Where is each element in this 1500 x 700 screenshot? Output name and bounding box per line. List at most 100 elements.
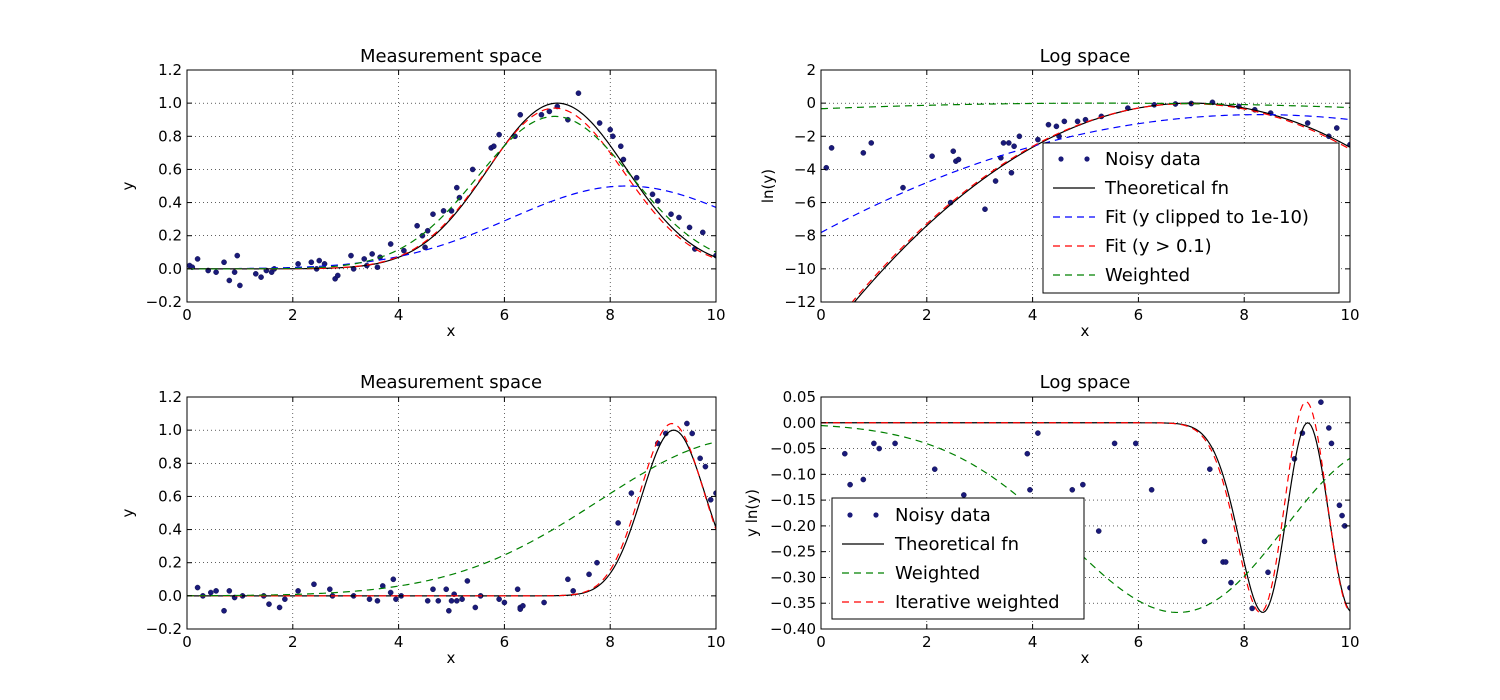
y-tick-label: 0.05	[783, 388, 816, 406]
panel-bottom-right-title: Log space	[1040, 372, 1131, 393]
data-point	[1053, 123, 1060, 130]
data-point	[892, 440, 898, 447]
legend-frame	[831, 497, 1085, 620]
data-point	[258, 274, 264, 280]
data-point	[453, 598, 460, 604]
data-point	[586, 571, 592, 578]
y-tick-label: −0.30	[770, 568, 816, 586]
legend-label: Fit (y > 0.1)	[1105, 236, 1212, 257]
data-point	[1008, 169, 1015, 176]
x-tick-label: 8	[605, 633, 615, 651]
data-point	[594, 559, 600, 566]
data-point	[1061, 118, 1068, 125]
y-tick-label: 2	[806, 61, 816, 79]
data-point	[226, 588, 233, 594]
x-tick-label: 10	[1340, 633, 1359, 651]
y-tick-label: 0.0	[158, 587, 182, 605]
data-point	[828, 145, 835, 151]
data-point	[361, 256, 368, 262]
series-line	[851, 103, 1350, 302]
data-point	[213, 269, 219, 275]
legend-label: Fit (y clipped to 1e-10)	[1105, 207, 1309, 228]
data-point	[713, 490, 716, 496]
data-point	[453, 184, 460, 191]
x-tick-label: 10	[706, 633, 725, 651]
data-point	[1111, 440, 1118, 447]
data-point	[1045, 121, 1052, 128]
data-point	[686, 224, 693, 231]
data-point	[1265, 569, 1271, 576]
axes-frame	[186, 69, 717, 303]
panel-top-left-title: Measurement space	[360, 46, 542, 67]
data-point	[1035, 136, 1041, 143]
data-point	[276, 604, 283, 611]
x-tick-label: 2	[288, 306, 298, 324]
x-tick-label: 0	[182, 633, 192, 651]
data-point	[1326, 425, 1332, 431]
data-point	[472, 604, 479, 611]
legend-label: Noisy data	[895, 505, 991, 526]
x-tick-label: 4	[1028, 633, 1038, 651]
data-point	[1328, 440, 1335, 447]
x-tick-label: 0	[182, 306, 192, 324]
y-tick-label: 0.8	[158, 127, 182, 145]
data-point	[221, 259, 227, 266]
data-point	[1024, 450, 1031, 457]
series-line	[187, 441, 716, 597]
data-point	[226, 277, 233, 284]
data-point	[628, 490, 635, 496]
data-point	[422, 244, 428, 251]
panel-bottom-right-legend: Noisy data Theoretical fn Weighted Itera…	[831, 497, 1085, 620]
data-point	[697, 455, 703, 462]
data-point	[448, 208, 455, 214]
x-tick-label: 10	[1340, 306, 1359, 324]
legend-label: Weighted	[1105, 265, 1190, 286]
series-line	[821, 102, 1350, 110]
x-tick-label: 6	[1134, 306, 1144, 324]
data-point	[961, 492, 967, 498]
data-point	[1011, 143, 1017, 150]
x-tick-label: 8	[1239, 633, 1249, 651]
data-point	[575, 90, 582, 96]
data-point	[1333, 125, 1340, 131]
y-tick-label: −0.35	[770, 594, 816, 612]
data-point	[655, 198, 661, 204]
axes-frame	[186, 396, 717, 630]
data-point	[649, 191, 656, 198]
y-tick-label: 0.2	[158, 554, 182, 572]
x-tick-label: 6	[500, 306, 510, 324]
y-tick-label: −0.25	[770, 543, 816, 561]
data-point	[469, 166, 476, 173]
legend-label: Iterative weighted	[895, 592, 1060, 613]
x-tick-label: 0	[816, 633, 826, 651]
y-tick-label: 0.0	[158, 260, 182, 278]
data-point	[390, 576, 397, 583]
data-point	[684, 420, 690, 427]
data-point	[1027, 486, 1033, 493]
x-tick-label: 10	[706, 306, 725, 324]
data-point	[596, 120, 603, 126]
series-line	[187, 115, 716, 270]
data-point	[931, 466, 938, 472]
data-point	[1339, 512, 1345, 519]
data-point	[520, 603, 526, 609]
data-point	[1000, 140, 1007, 146]
y-tick-label: −0.20	[770, 517, 816, 535]
data-point	[496, 131, 502, 138]
data-point	[982, 206, 988, 212]
data-point	[446, 607, 452, 614]
data-point	[546, 108, 553, 115]
data-point	[1132, 440, 1139, 447]
data-point	[514, 586, 521, 593]
data-point	[860, 150, 867, 156]
data-point	[295, 588, 301, 594]
data-point	[1035, 430, 1041, 436]
series-line	[821, 114, 1350, 234]
data-point	[1095, 528, 1102, 534]
data-point	[366, 596, 373, 602]
legend-swatch-marker	[873, 512, 879, 518]
data-point	[950, 148, 957, 154]
y-tick-label: −12	[784, 293, 816, 311]
data-point	[221, 607, 227, 614]
